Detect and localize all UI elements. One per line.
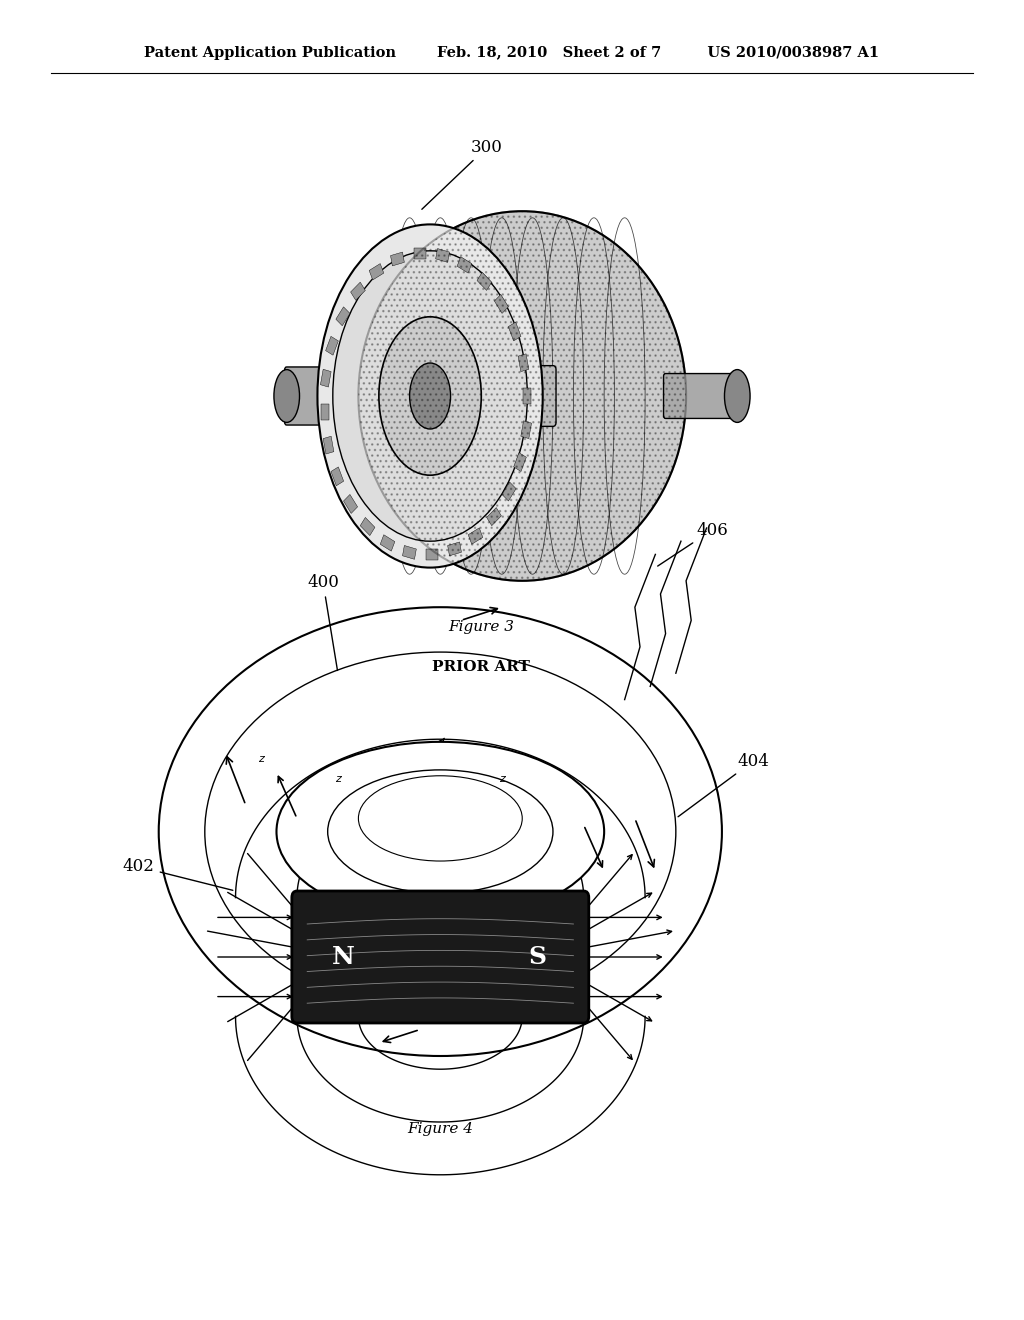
Bar	[426, 549, 438, 560]
Bar	[324, 436, 334, 454]
Bar	[390, 252, 404, 265]
Ellipse shape	[276, 742, 604, 921]
Text: z: z	[258, 754, 264, 764]
Bar	[477, 272, 492, 290]
Ellipse shape	[333, 251, 527, 541]
Ellipse shape	[358, 211, 686, 581]
Ellipse shape	[725, 370, 750, 422]
Text: 404: 404	[678, 752, 769, 817]
Text: Patent Application Publication        Feb. 18, 2010   Sheet 2 of 7         US 20: Patent Application Publication Feb. 18, …	[144, 46, 880, 61]
Text: 402: 402	[123, 858, 232, 890]
Text: z: z	[499, 774, 505, 784]
Bar	[336, 306, 350, 326]
Ellipse shape	[317, 224, 543, 568]
Ellipse shape	[358, 776, 522, 861]
Text: 406: 406	[657, 521, 728, 566]
Bar	[523, 388, 531, 404]
FancyBboxPatch shape	[427, 366, 556, 426]
Bar	[360, 517, 375, 536]
Bar	[402, 545, 417, 560]
Bar	[468, 528, 483, 544]
Bar	[502, 482, 516, 502]
Ellipse shape	[328, 770, 553, 894]
Bar	[521, 421, 531, 438]
Bar	[457, 256, 472, 273]
Text: 400: 400	[307, 574, 339, 671]
Bar	[343, 495, 357, 513]
Text: Figure 3: Figure 3	[449, 620, 514, 634]
Text: PRIOR ART: PRIOR ART	[432, 660, 530, 673]
Text: N: N	[332, 945, 354, 969]
Bar	[350, 282, 366, 300]
FancyBboxPatch shape	[664, 374, 739, 418]
Bar	[321, 370, 331, 387]
Ellipse shape	[410, 363, 451, 429]
Bar	[508, 322, 521, 341]
Bar	[495, 294, 509, 313]
Bar	[447, 543, 462, 556]
FancyBboxPatch shape	[285, 367, 391, 425]
Text: S: S	[528, 945, 547, 969]
Bar	[369, 264, 384, 280]
Ellipse shape	[274, 370, 300, 422]
Ellipse shape	[379, 317, 481, 475]
Text: z: z	[335, 774, 341, 784]
FancyBboxPatch shape	[292, 891, 589, 1023]
Text: 300: 300	[422, 139, 503, 210]
Bar	[321, 404, 329, 420]
Bar	[380, 535, 395, 552]
Bar	[514, 453, 526, 471]
Bar	[435, 248, 450, 263]
Bar	[518, 354, 528, 372]
Bar	[331, 467, 344, 486]
Bar	[414, 248, 426, 259]
Bar	[486, 508, 502, 525]
Bar	[326, 337, 338, 355]
Text: Figure 4: Figure 4	[408, 1122, 473, 1135]
